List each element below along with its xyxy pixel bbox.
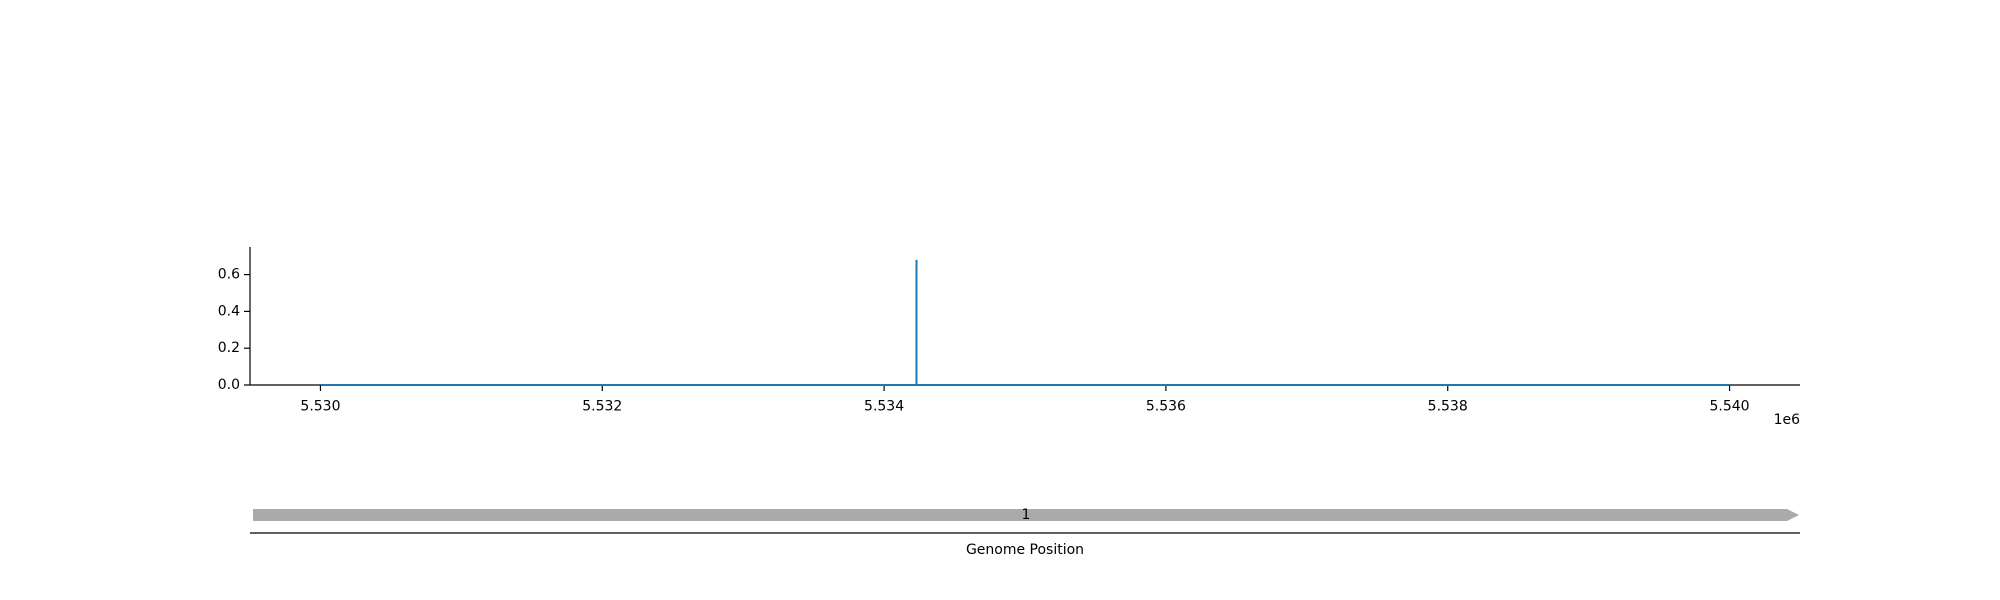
y-tick-label: 0.6: [218, 267, 240, 283]
signal-plot: 0.00.20.40.6 5.530 5.532 5.534 5.536 5.538 5.…: [218, 247, 1800, 428]
y-tick-label: 0.0: [218, 377, 240, 393]
gene-feature-label: 1: [1022, 507, 1031, 523]
signal-series-line: [320, 259, 1730, 386]
gene-feature-arrow: [253, 509, 1799, 521]
x-tick-label: 5.532: [582, 399, 622, 415]
feature-layer: 1: [253, 507, 1799, 523]
x-axis-exponent-label: 1e6: [1774, 412, 1801, 428]
x-axis-ticks: 5.530 5.532 5.534 5.536 5.538 5.540: [300, 385, 1750, 415]
y-tick-label: 0.4: [218, 303, 240, 319]
x-tick-label: 5.530: [300, 399, 340, 415]
x-tick-label: 5.534: [864, 399, 904, 415]
x-tick-label: 5.536: [1146, 399, 1186, 415]
y-axis-ticks: 0.0 0.2 0.4 0.6: [218, 267, 250, 393]
x-tick-label: 5.538: [1428, 399, 1468, 415]
series-layer: [320, 259, 1730, 386]
gene-track: 1 Genome Position: [250, 507, 1800, 558]
x-tick-label: 5.540: [1709, 399, 1749, 415]
y-tick-label: 0.2: [218, 340, 240, 356]
x-axis-title: Genome Position: [966, 542, 1084, 558]
